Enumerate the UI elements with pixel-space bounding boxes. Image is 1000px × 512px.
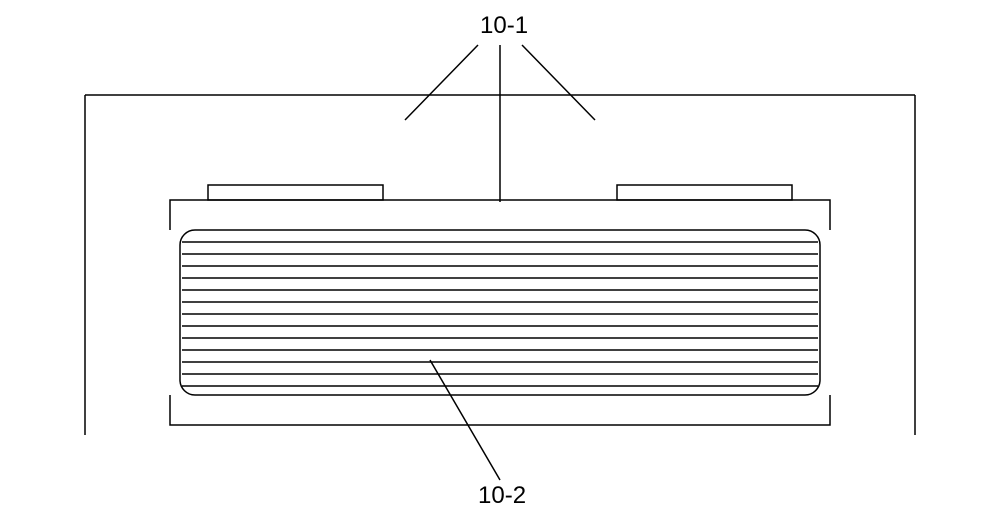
diagram-svg [0,0,1000,512]
